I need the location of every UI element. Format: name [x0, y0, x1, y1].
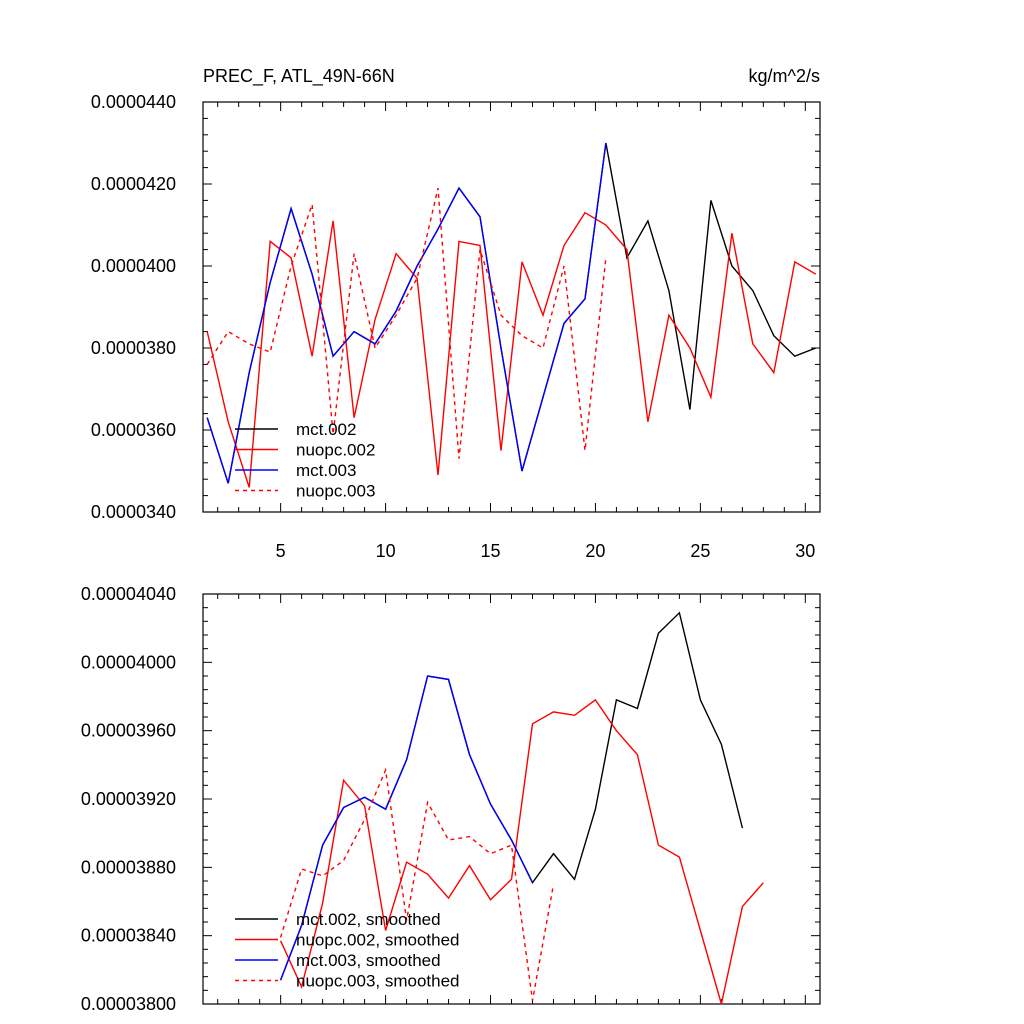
legend: mct.002, smoothed nuopc.002, smoothedmct.… — [235, 910, 460, 991]
y-axis: 0.00003800 0.00003840 0.00003880 0.00003920… — [81, 584, 820, 1014]
y-tick-label: 0.00003920 — [81, 789, 176, 809]
x-tick-label: 25 — [690, 541, 710, 561]
series-lines — [279, 611, 764, 1005]
series-line — [206, 211, 817, 488]
y-axis: 0.0000340 0.0000360 0.0000380 0.0000400 0.00… — [91, 92, 820, 522]
legend-label: mct.003 — [296, 461, 356, 480]
legend-label: mct.003, smoothed — [296, 951, 441, 970]
y-tick-label: 0.0000420 — [91, 174, 176, 194]
x-tick-label: 15 — [480, 541, 500, 561]
series-line — [206, 187, 607, 459]
legend-label: nuopc.002, smoothed — [296, 931, 460, 950]
y-tick-label: 0.00003800 — [81, 994, 176, 1014]
y-tick-label: 0.00004000 — [81, 652, 176, 672]
y-tick-label: 0.0000380 — [91, 338, 176, 358]
series-lines — [206, 142, 817, 488]
y-tick-label: 0.00004040 — [81, 584, 176, 604]
series-line — [279, 698, 764, 1005]
legend-label: nuopc.003 — [296, 482, 375, 501]
chart-title: PREC_F, ATL_49N-66N — [203, 66, 395, 87]
y-tick-label: 0.0000400 — [91, 256, 176, 276]
x-tick-label: 20 — [585, 541, 605, 561]
legend-label: nuopc.002 — [296, 441, 375, 460]
y-tick-label: 0.00003880 — [81, 857, 176, 877]
x-tick-label: 30 — [795, 541, 815, 561]
legend-label: mct.002 — [296, 420, 356, 439]
chart-units: kg/m^2/s — [749, 66, 820, 86]
legend-label: mct.002, smoothed — [296, 910, 441, 929]
legend-label: nuopc.003, smoothed — [296, 972, 460, 991]
series-line — [206, 142, 607, 484]
x-tick-label: 10 — [376, 541, 396, 561]
y-tick-label: 0.0000440 — [91, 92, 176, 112]
y-tick-label: 0.00003960 — [81, 721, 176, 741]
panel-bottom: 0.00003800 0.00003840 0.00003880 0.00003920… — [81, 584, 821, 1014]
series-line — [279, 675, 534, 981]
y-tick-label: 0.0000360 — [91, 420, 176, 440]
panel-top: PREC_F, ATL_49N-66N kg/m^2/s 0.00003400.… — [91, 66, 821, 561]
x-axis — [217, 594, 806, 1004]
x-tick-label: 5 — [276, 541, 286, 561]
series-line — [279, 767, 555, 1001]
y-tick-label: 0.00003840 — [81, 926, 176, 946]
x-axis: 5 10 15 20 25 30 — [217, 102, 815, 561]
y-tick-label: 0.0000340 — [91, 502, 176, 522]
